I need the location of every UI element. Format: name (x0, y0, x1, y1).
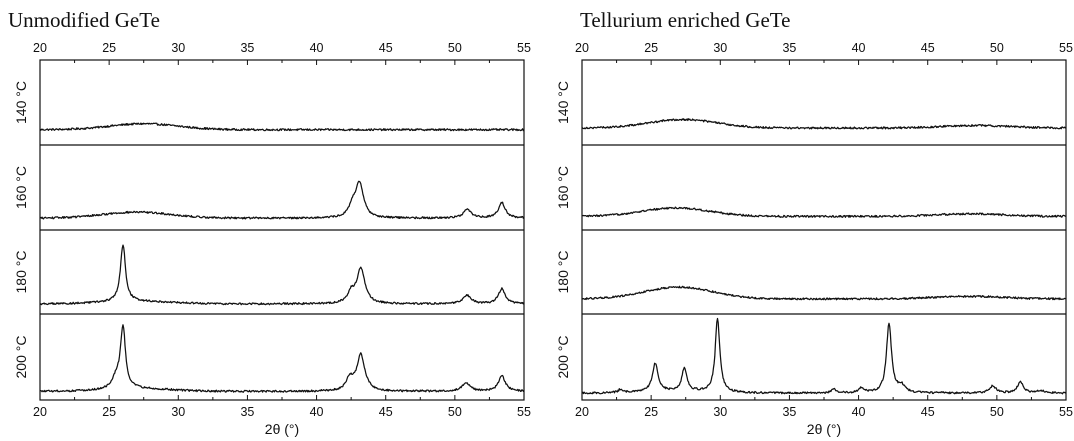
x-axis-label: 2θ (°) (265, 421, 299, 437)
x-tick-label-top: 50 (990, 41, 1004, 55)
series-line (39, 244, 525, 306)
series-line (39, 180, 525, 220)
x-tick-label-top: 30 (713, 41, 727, 55)
series-label: 140 °C (555, 81, 571, 124)
x-tick-label-top: 45 (921, 41, 935, 55)
x-tick-label: 55 (517, 405, 531, 419)
x-tick-label: 45 (379, 405, 393, 419)
chart-panel-1: Unmodified GeTe 140 °C 160 °C 180 °C 200 °C 2… (8, 8, 531, 437)
x-tick-label: 20 (33, 405, 47, 419)
x-tick-label: 20 (575, 405, 589, 419)
x-tick-label: 30 (171, 405, 185, 419)
x-tick-label-top: 20 (33, 41, 47, 55)
x-tick-label-top: 20 (575, 41, 589, 55)
x-tick-label: 50 (990, 405, 1004, 419)
x-tick-label: 35 (782, 405, 796, 419)
series-label: 140 °C (13, 81, 29, 124)
x-tick-label: 55 (1059, 405, 1073, 419)
x-tick-label: 50 (448, 405, 462, 419)
x-tick-label-top: 45 (379, 41, 393, 55)
series-label: 180 °C (555, 251, 571, 294)
x-tick-label-top: 50 (448, 41, 462, 55)
x-tick-label: 40 (310, 405, 324, 419)
chart-title: Unmodified GeTe (8, 8, 160, 32)
x-tick-label-top: 55 (1059, 41, 1073, 55)
x-tick-label: 35 (240, 405, 254, 419)
x-tick-label-top: 55 (517, 41, 531, 55)
x-tick-label: 30 (713, 405, 727, 419)
x-tick-label-top: 30 (171, 41, 185, 55)
x-tick-label-top: 40 (310, 41, 324, 55)
x-tick-label-top: 40 (852, 41, 866, 55)
x-tick-label-top: 35 (240, 41, 254, 55)
series-line (581, 206, 1067, 218)
x-tick-label: 45 (921, 405, 935, 419)
series-line (581, 118, 1067, 130)
x-tick-label: 40 (852, 405, 866, 419)
series-label: 200 °C (13, 336, 29, 379)
x-tick-label-top: 35 (782, 41, 796, 55)
x-axis-label: 2θ (°) (807, 421, 841, 437)
x-tick-label: 25 (644, 405, 658, 419)
series-line (581, 285, 1067, 301)
series-line (39, 122, 525, 132)
x-tick-label-top: 25 (644, 41, 658, 55)
series-label: 160 °C (555, 166, 571, 209)
chart-title: Tellurium enriched GeTe (580, 8, 790, 32)
chart-panel-2: Tellurium enriched GeTe 140 °C 160 °C 180 °… (555, 8, 1073, 437)
series-line (581, 317, 1067, 395)
series-label: 160 °C (13, 166, 29, 209)
x-tick-label-top: 25 (102, 41, 116, 55)
series-label: 200 °C (555, 336, 571, 379)
x-tick-label: 25 (102, 405, 116, 419)
series-line (39, 324, 525, 393)
series-label: 180 °C (13, 251, 29, 294)
